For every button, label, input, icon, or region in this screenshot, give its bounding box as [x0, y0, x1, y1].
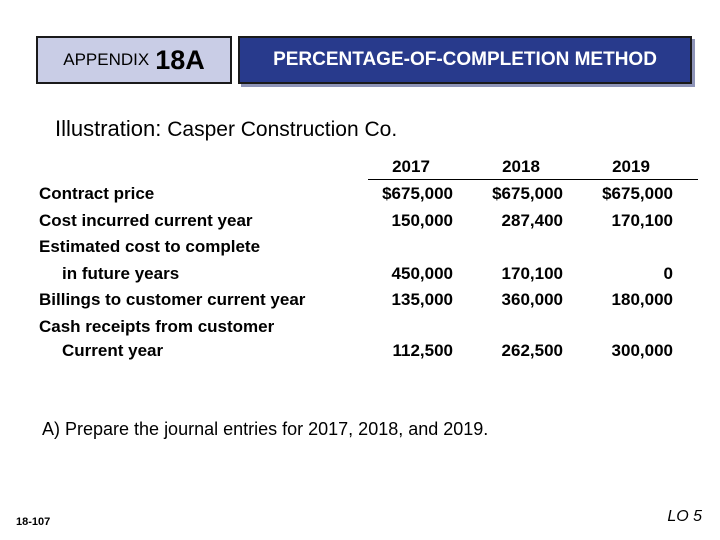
slide-number: 18-107	[16, 516, 51, 528]
row-label-contract-price: Contract price	[39, 184, 155, 203]
task-instruction: A) Prepare the journal entries for 2017,…	[42, 419, 489, 439]
learning-objective: LO 5	[667, 508, 702, 525]
cell-cost-incurred-2019: 170,100	[611, 211, 673, 230]
column-header-2019: 2019	[612, 157, 650, 176]
row-label-estimated-cost: Estimated cost to complete	[39, 237, 261, 256]
cell-cash-receipts-2018: 262,500	[501, 341, 563, 360]
cell-contract-price-2018: $675,000	[492, 184, 563, 203]
column-header-2018: 2018	[502, 157, 540, 176]
appendix-word: APPENDIX	[63, 50, 150, 69]
illustration-label: Illustration:	[55, 116, 162, 141]
cell-billings-2017: 135,000	[391, 290, 453, 309]
illustration-heading: Illustration: Casper Construction Co.	[55, 116, 397, 142]
column-header-2017: 2017	[392, 157, 430, 176]
row-label-current-year: Current year	[62, 341, 164, 360]
cell-future-cost-2017: 450,000	[391, 264, 453, 283]
appendix-label-box: APPENDIX 18A	[36, 36, 232, 84]
cell-cost-incurred-2017: 150,000	[391, 211, 453, 230]
cell-contract-price-2017: $675,000	[382, 184, 453, 203]
row-label-cost-incurred: Cost incurred current year	[39, 211, 253, 230]
illustration-company: Casper Construction Co.	[167, 118, 398, 141]
cell-future-cost-2019: 0	[663, 264, 673, 283]
cell-billings-2019: 180,000	[611, 290, 673, 309]
method-title: PERCENTAGE-OF-COMPLETION METHOD	[273, 49, 657, 70]
row-label-future-years: in future years	[62, 264, 180, 283]
row-label-cash-receipts: Cash receipts from customer	[39, 317, 275, 336]
method-title-banner: PERCENTAGE-OF-COMPLETION METHOD	[238, 36, 692, 84]
appendix-number: 18A	[155, 44, 205, 75]
cell-cash-receipts-2019: 300,000	[611, 341, 673, 360]
cell-future-cost-2018: 170,100	[501, 264, 563, 283]
row-label-billings: Billings to customer current year	[39, 290, 306, 309]
cell-billings-2018: 360,000	[501, 290, 563, 309]
cell-contract-price-2019: $675,000	[602, 184, 673, 203]
cell-cost-incurred-2018: 287,400	[501, 211, 563, 230]
cell-cash-receipts-2017: 112,500	[392, 341, 453, 360]
header-underline	[368, 179, 698, 180]
